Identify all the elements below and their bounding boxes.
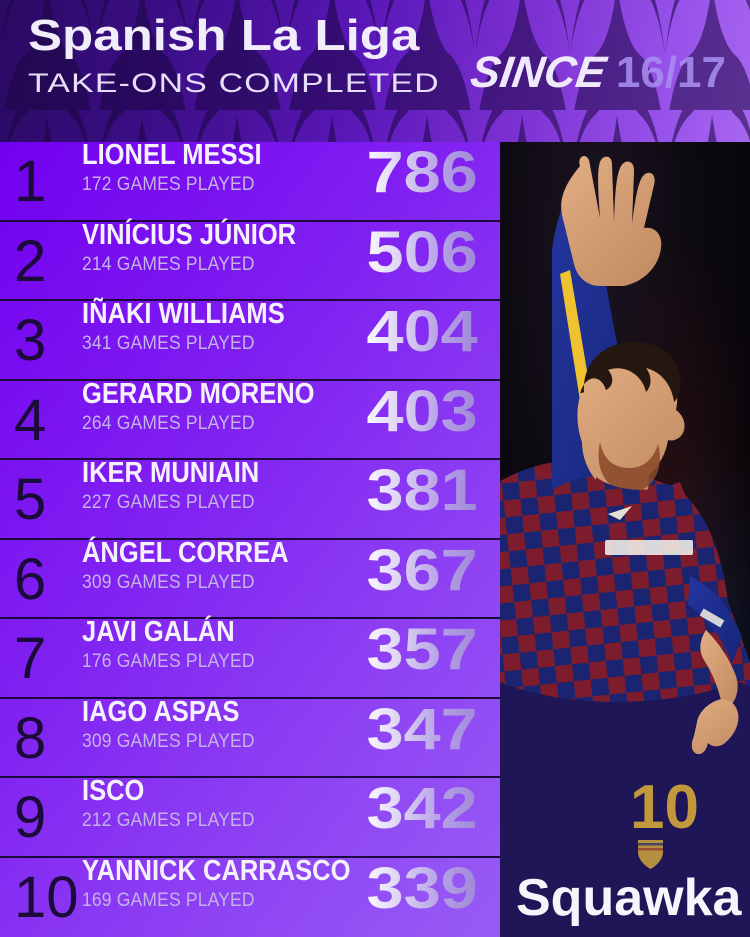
svg-text:10: 10: [630, 773, 699, 842]
svg-text:Squawka: Squawka: [516, 869, 742, 927]
